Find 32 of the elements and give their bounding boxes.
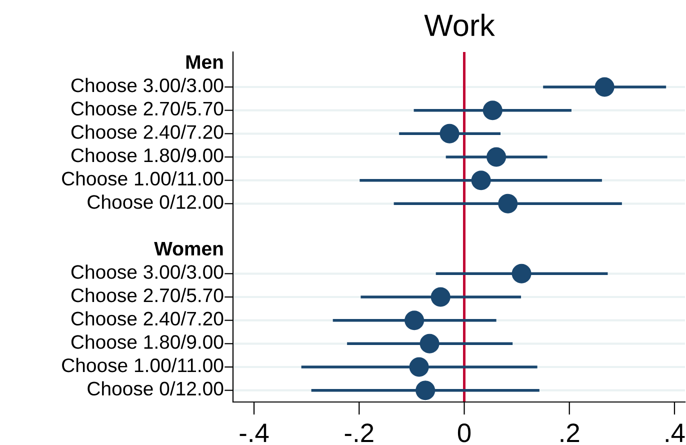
y-tick-label: Choose 3.00/3.00: [71, 264, 224, 279]
point: [512, 264, 532, 284]
y-tick-label: Choose 3.00/3.00: [71, 78, 224, 92]
y-tick-label: Choose 0/12.00: [88, 194, 224, 209]
point: [430, 287, 450, 307]
point: [420, 334, 440, 354]
chart-title: Work: [424, 14, 495, 36]
y-tick-label: Choose 2.70/5.70: [71, 288, 224, 302]
point: [416, 380, 436, 400]
point: [498, 194, 518, 214]
y-tick-label: Choose 2.40/7.20: [71, 311, 224, 326]
y-tick-label: Choose 1.00/11.00: [62, 358, 224, 372]
x-tick-label: .4: [666, 424, 685, 442]
x-tick-label: -.2: [344, 424, 374, 442]
x-tick-label: .2: [560, 424, 580, 442]
point: [409, 357, 429, 377]
y-tick-label: Men: [186, 55, 223, 69]
point: [482, 100, 502, 120]
y-tick-label: Choose 2.70/5.70: [71, 101, 224, 116]
point: [404, 310, 424, 330]
y-tick-label: Choose 1.00/11.00: [62, 171, 224, 186]
x-tick-label: 0: [458, 424, 471, 442]
y-tick-label: Choose 2.40/7.20: [71, 124, 224, 139]
y-tick-label: Choose 0/12.00: [88, 381, 224, 396]
point: [440, 124, 460, 144]
y-tick-label: Choose 1.80/9.00: [71, 148, 224, 162]
point: [486, 147, 506, 167]
x-tick-label: -.4: [240, 424, 269, 442]
point: [471, 170, 491, 190]
y-tick-label: Choose 1.80/9.00: [71, 334, 224, 349]
y-tick-label: Women: [154, 242, 223, 256]
point: [594, 77, 614, 97]
